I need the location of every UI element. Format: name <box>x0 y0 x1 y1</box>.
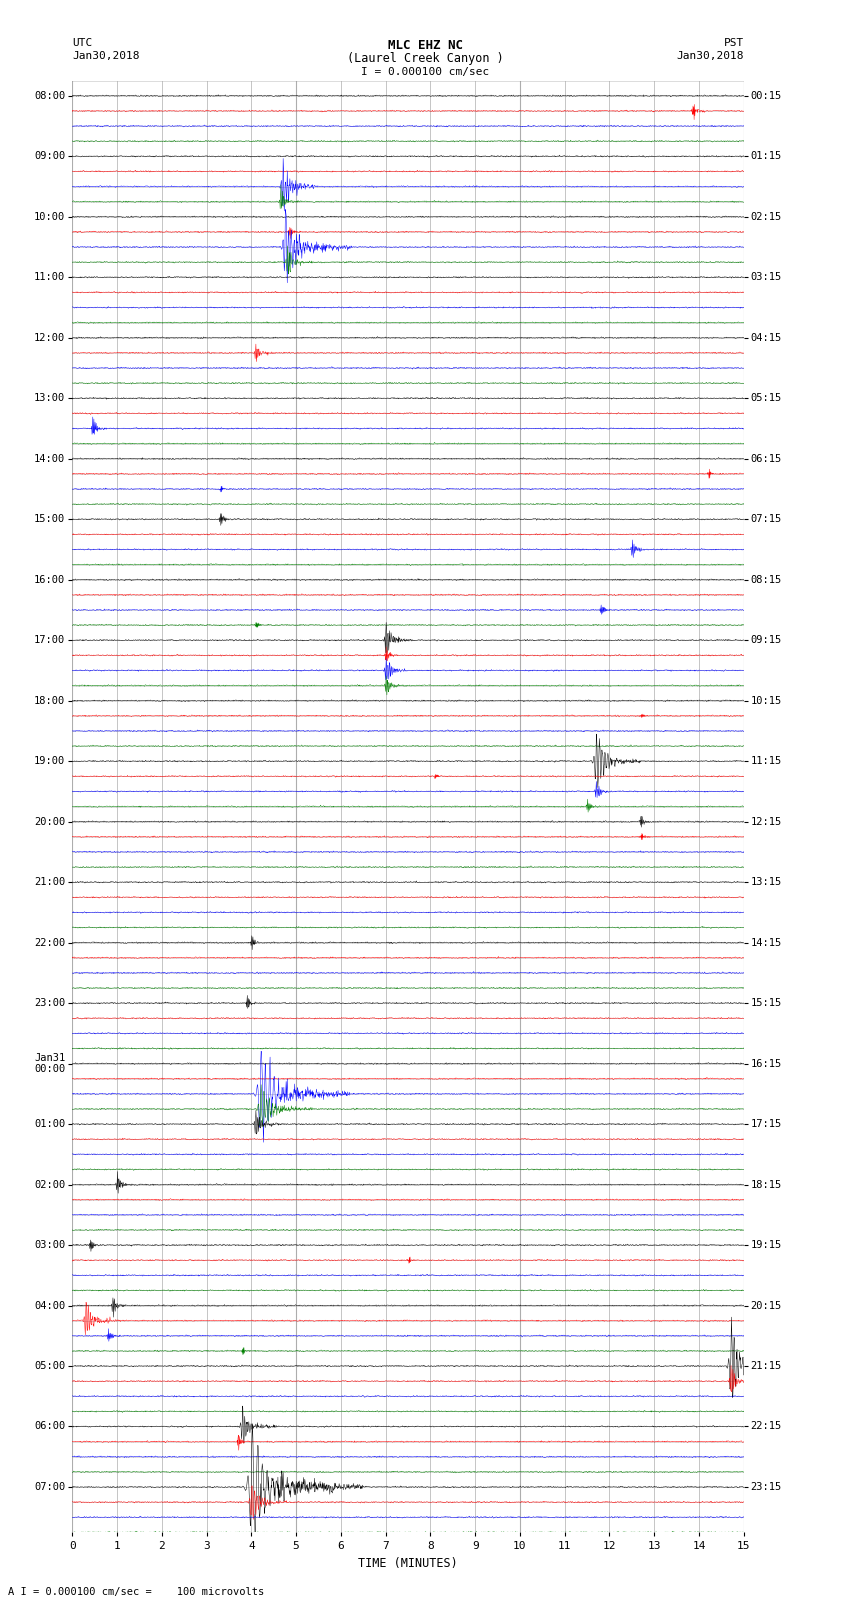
Text: Jan30,2018: Jan30,2018 <box>72 52 139 61</box>
Text: A I = 0.000100 cm/sec =    100 microvolts: A I = 0.000100 cm/sec = 100 microvolts <box>8 1587 264 1597</box>
Text: UTC: UTC <box>72 39 93 48</box>
Text: (Laurel Creek Canyon ): (Laurel Creek Canyon ) <box>347 52 503 65</box>
Text: Jan30,2018: Jan30,2018 <box>677 52 744 61</box>
X-axis label: TIME (MINUTES): TIME (MINUTES) <box>358 1557 458 1569</box>
Text: MLC EHZ NC: MLC EHZ NC <box>388 39 462 52</box>
Text: PST: PST <box>723 39 744 48</box>
Text: I = 0.000100 cm/sec: I = 0.000100 cm/sec <box>361 68 489 77</box>
